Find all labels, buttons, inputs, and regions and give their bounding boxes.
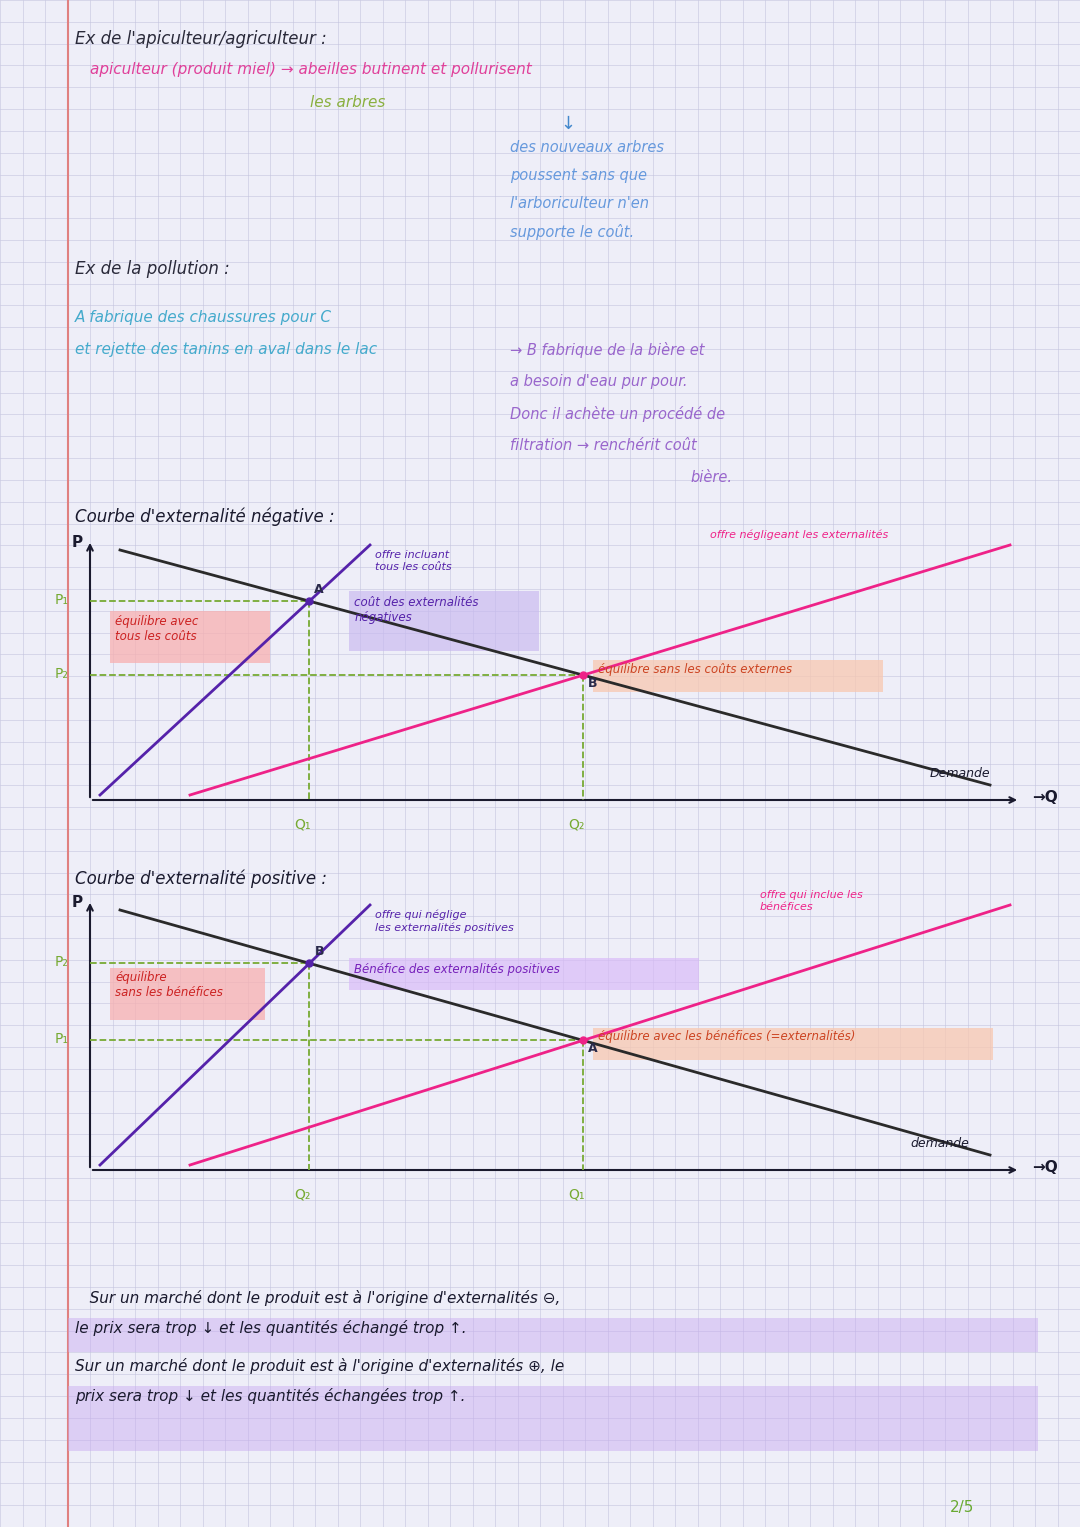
Text: apiculteur (produit miel) → abeilles butinent et pollurisent: apiculteur (produit miel) → abeilles but… — [90, 63, 531, 76]
Text: et rejette des tanins en aval dans le lac: et rejette des tanins en aval dans le la… — [75, 342, 377, 357]
Text: demande: demande — [910, 1138, 969, 1150]
Text: équilibre avec
tous les coûts: équilibre avec tous les coûts — [114, 615, 199, 643]
Bar — [68, 1387, 1038, 1451]
Text: B: B — [589, 676, 597, 690]
Text: coût des externalités
négatives: coût des externalités négatives — [354, 596, 478, 625]
Text: Donc il achète un procédé de: Donc il achète un procédé de — [510, 406, 725, 421]
Text: P₂: P₂ — [55, 956, 69, 970]
Text: poussent sans que: poussent sans que — [510, 168, 647, 183]
Text: B: B — [314, 945, 324, 959]
Bar — [593, 1028, 993, 1060]
Text: Q₁: Q₁ — [568, 1188, 584, 1202]
Text: P₂: P₂ — [55, 667, 69, 681]
Text: → B fabrique de la bière et: → B fabrique de la bière et — [510, 342, 704, 357]
Text: Courbe d'externalité positive :: Courbe d'externalité positive : — [75, 870, 327, 889]
Bar — [350, 959, 700, 991]
Text: l'arboriculteur n'en: l'arboriculteur n'en — [510, 195, 649, 211]
Text: P: P — [72, 534, 83, 550]
Text: Demande: Demande — [930, 767, 990, 780]
Bar — [349, 591, 539, 651]
Bar — [110, 968, 265, 1020]
Text: Courbe d'externalité négative :: Courbe d'externalité négative : — [75, 508, 335, 527]
Text: →Q: →Q — [1032, 789, 1057, 805]
Text: A: A — [588, 1043, 597, 1055]
Text: Sur un marché dont le produit est à l'origine d'externalités ⊕, le: Sur un marché dont le produit est à l'or… — [75, 1358, 564, 1374]
Text: équilibre sans les coûts externes: équilibre sans les coûts externes — [598, 663, 793, 676]
Text: offre qui néglige
les externalités positives: offre qui néglige les externalités posit… — [375, 910, 514, 933]
Bar — [110, 611, 270, 663]
Text: A: A — [314, 583, 324, 596]
Text: A fabrique des chaussures pour C: A fabrique des chaussures pour C — [75, 310, 332, 325]
Text: offre négligeant les externalités: offre négligeant les externalités — [710, 530, 888, 541]
Text: le prix sera trop ↓ et les quantités échangé trop ↑.: le prix sera trop ↓ et les quantités éch… — [75, 1319, 467, 1336]
Bar — [593, 660, 883, 692]
Text: Bénéfice des externalités positives: Bénéfice des externalités positives — [354, 964, 561, 976]
Text: P₁: P₁ — [55, 1032, 69, 1046]
Text: 2/5: 2/5 — [950, 1500, 974, 1515]
Text: Ex de l'apiculteur/agriculteur :: Ex de l'apiculteur/agriculteur : — [75, 31, 327, 47]
Text: bière.: bière. — [690, 470, 732, 486]
Text: Q₁: Q₁ — [295, 818, 311, 832]
Text: Sur un marché dont le produit est à l'origine d'externalités ⊖,: Sur un marché dont le produit est à l'or… — [75, 1290, 561, 1306]
Text: ↓: ↓ — [561, 115, 576, 133]
Text: filtration → renchérit coût: filtration → renchérit coût — [510, 438, 697, 454]
Text: Ex de la pollution :: Ex de la pollution : — [75, 260, 230, 278]
Text: prix sera trop ↓ et les quantités échangées trop ↑.: prix sera trop ↓ et les quantités échang… — [75, 1388, 465, 1403]
Text: Q₂: Q₂ — [295, 1188, 311, 1202]
Text: équilibre avec les bénéfices (=externalités): équilibre avec les bénéfices (=externali… — [598, 1031, 855, 1043]
Text: offre incluant
tous les coûts: offre incluant tous les coûts — [375, 550, 451, 571]
Text: équilibre
sans les bénéfices: équilibre sans les bénéfices — [114, 971, 222, 999]
Text: des nouveaux arbres: des nouveaux arbres — [510, 140, 664, 156]
Bar — [68, 1318, 1038, 1351]
Text: P₁: P₁ — [55, 592, 69, 608]
Text: →Q: →Q — [1032, 1161, 1057, 1174]
Text: offre qui inclue les
bénéfices: offre qui inclue les bénéfices — [760, 890, 863, 912]
Text: supporte le coût.: supporte le coût. — [510, 224, 634, 240]
Text: a besoin d'eau pur pour.: a besoin d'eau pur pour. — [510, 374, 688, 389]
Text: Q₂: Q₂ — [568, 818, 584, 832]
Text: les arbres: les arbres — [310, 95, 386, 110]
Text: P: P — [72, 895, 83, 910]
